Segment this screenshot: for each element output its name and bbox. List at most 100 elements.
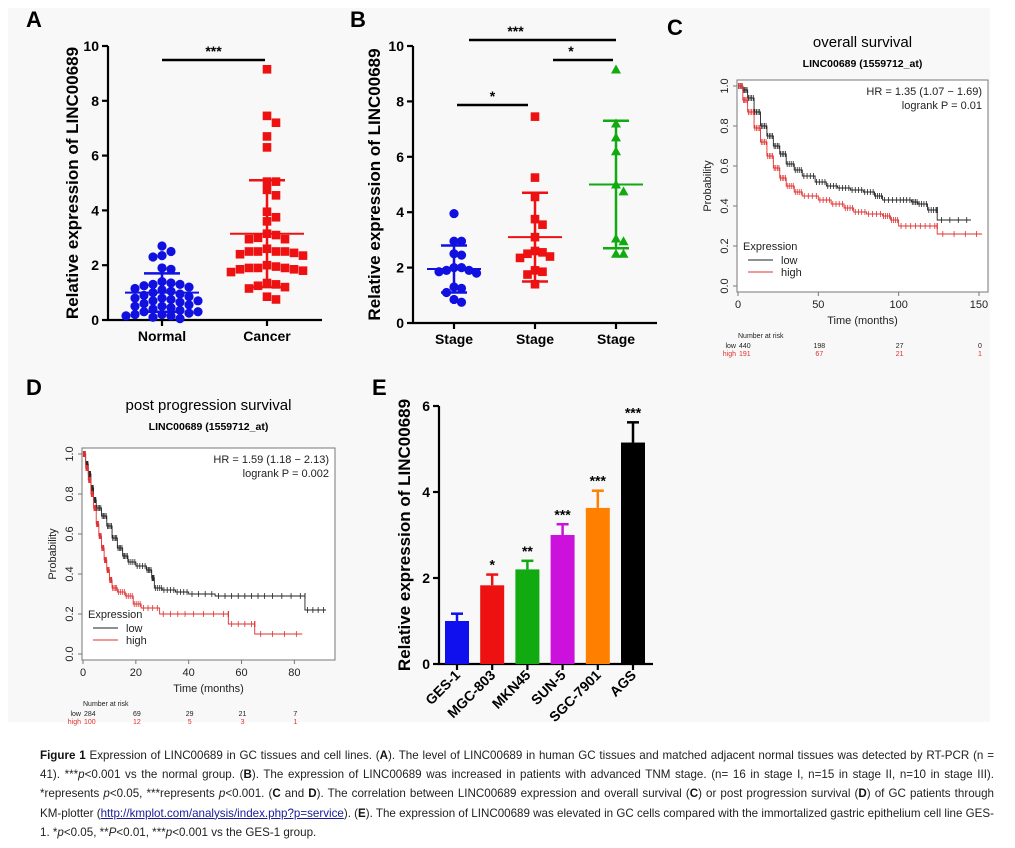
panel-ref: B: [243, 768, 252, 782]
data-point: [538, 267, 547, 277]
bar-sgc-7901: [585, 507, 610, 664]
data-point: [456, 297, 467, 307]
significance-stars: **: [522, 543, 533, 559]
y-tick-label: 6: [396, 149, 404, 165]
risk-value: 440: [739, 343, 751, 350]
risk-value: 21: [239, 711, 247, 718]
data-point: [271, 295, 281, 304]
data-point: [235, 249, 245, 259]
risk-table-header: Number at risk: [83, 701, 129, 708]
data-point: [538, 220, 547, 229]
data-point: [280, 234, 290, 244]
data-point: [148, 312, 158, 322]
chart-subtitle: LINC00689 (1559712_at): [803, 58, 923, 70]
significance-stars: *: [489, 557, 495, 573]
risk-row-label: low: [70, 711, 81, 718]
data-point: [130, 293, 140, 303]
data-point: [184, 282, 194, 292]
risk-row-label: high: [723, 351, 736, 358]
caption-text: ) or post progression survival (: [698, 787, 859, 801]
y-tick-label: 2: [396, 260, 404, 276]
data-point: [298, 266, 308, 275]
caption-text: <0.05, ***represents: [109, 787, 219, 801]
data-point: [148, 279, 158, 289]
legend-label: high: [126, 635, 147, 647]
data-point: [530, 173, 540, 182]
bar-mkn45: [515, 569, 540, 664]
data-point: [530, 279, 540, 289]
risk-value: 198: [813, 343, 825, 350]
bar-ges-1: [445, 621, 469, 664]
y-axis-label: Probability: [47, 528, 59, 580]
data-point: [253, 247, 263, 256]
data-point: [289, 265, 299, 274]
x-tick-label: 150: [970, 299, 988, 311]
data-point: [523, 270, 532, 279]
caption-text: ). The level of LINC00689 in human GC ti…: [40, 749, 994, 782]
y-tick-label: 8: [91, 93, 99, 109]
caption-text: <0.001 vs the normal group. (: [84, 768, 244, 782]
panel-label: D: [26, 375, 42, 400]
significance-stars: *: [568, 43, 574, 59]
data-point: [280, 263, 290, 273]
data-point: [184, 308, 194, 318]
significance-stars: ***: [554, 506, 571, 522]
risk-value: 69: [133, 711, 141, 718]
data-point: [456, 236, 467, 246]
data-point: [130, 301, 140, 311]
y-tick-label: 0: [91, 312, 99, 328]
x-tick-label: 0: [735, 299, 741, 311]
data-point: [139, 298, 149, 309]
data-point: [175, 305, 185, 316]
data-point: [271, 118, 281, 128]
risk-table-header: Number at risk: [738, 333, 784, 340]
data-point: [175, 289, 185, 299]
y-tick-label: 0.0: [64, 646, 76, 661]
y-tick-label: 0: [396, 315, 404, 331]
y-axis-label: Relative expression of LINC00689: [365, 48, 384, 320]
caption-text: ). (: [343, 806, 359, 820]
caption-text: ). The expression of LINC00689 was incre…: [40, 768, 995, 801]
data-point: [148, 296, 158, 306]
risk-value: 7: [293, 711, 297, 718]
data-point: [271, 191, 281, 200]
x-tick-label: Stage: [435, 331, 473, 347]
data-point: [166, 294, 176, 305]
data-point: [611, 64, 621, 74]
panel-ref: D: [308, 787, 317, 801]
data-point: [166, 311, 176, 321]
legend-label: low: [126, 623, 143, 635]
hazard-ratio-text: HR = 1.35 (1.07 − 1.69): [866, 86, 982, 98]
kmplot-link[interactable]: http://kmplot.com/analysis/index.php?p=s…: [100, 806, 344, 820]
data-point: [193, 307, 203, 317]
panel-label: C: [667, 15, 683, 40]
bar-sun-5: [550, 535, 575, 664]
y-tick-label: 0.2: [64, 606, 76, 621]
risk-value: 12: [133, 719, 141, 726]
caption-text: <0.001. (: [225, 787, 273, 801]
data-point: [262, 292, 272, 302]
data-point: [271, 230, 281, 240]
significance-stars: ***: [507, 23, 524, 39]
significance-stars: *: [490, 88, 496, 104]
data-point: [157, 241, 167, 251]
data-point: [271, 212, 281, 222]
y-axis-label: Probability: [702, 160, 714, 212]
data-point: [271, 280, 281, 289]
data-point: [166, 264, 176, 274]
data-point: [618, 186, 629, 196]
chart-title: overall survival: [813, 34, 912, 51]
x-tick-label: 0: [80, 667, 86, 679]
risk-value: 67: [815, 351, 823, 358]
significance-stars: ***: [625, 404, 642, 420]
risk-value: 0: [978, 343, 982, 350]
data-point: [244, 263, 254, 273]
data-point: [157, 263, 167, 273]
risk-value: 191: [739, 351, 751, 358]
x-axis-label: Time (months): [173, 683, 244, 695]
y-tick-label: 0.2: [719, 238, 731, 253]
data-point: [515, 253, 525, 263]
data-point: [262, 111, 272, 121]
risk-value: 27: [896, 343, 904, 350]
